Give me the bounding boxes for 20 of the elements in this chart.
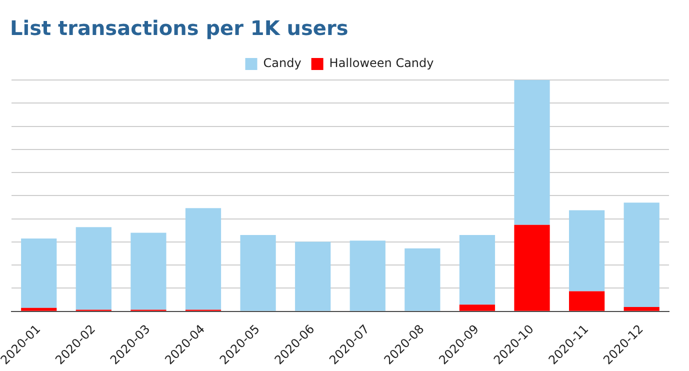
bar (459, 235, 496, 305)
bar (569, 210, 605, 292)
bar (624, 202, 660, 307)
bar (295, 242, 331, 311)
legend-label: Halloween Candy (329, 56, 434, 70)
bar (569, 291, 605, 311)
bar (21, 238, 57, 308)
bar (130, 232, 166, 310)
bar (185, 208, 222, 310)
chart-title: List transactions per 1K users (10, 16, 348, 40)
bar (624, 306, 660, 311)
bar (514, 224, 550, 311)
bar (404, 248, 440, 311)
bar (76, 227, 112, 310)
bar (514, 80, 550, 225)
bar (21, 308, 57, 311)
bar (240, 235, 276, 311)
bar (350, 240, 386, 311)
legend-label: Candy (263, 56, 302, 70)
bar (459, 304, 496, 311)
